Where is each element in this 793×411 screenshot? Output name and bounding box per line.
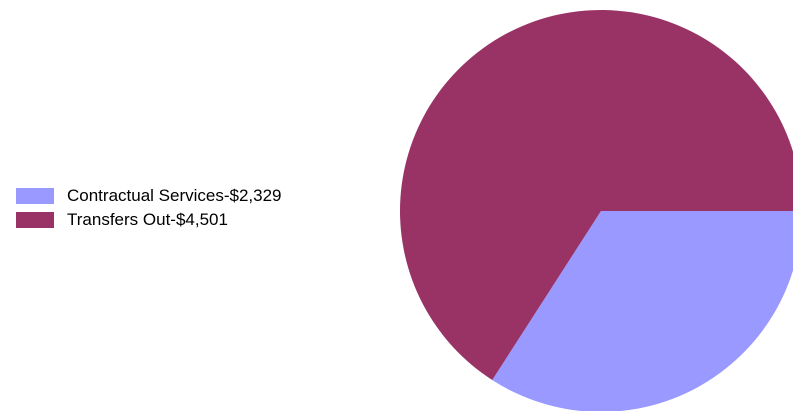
legend-swatch-contractual-services: [16, 188, 54, 204]
pie-slice-transfers-out: [400, 10, 793, 381]
chart-legend: Contractual Services-$2,329 Transfers Ou…: [16, 185, 282, 233]
pie-slice-contractual-services: [492, 211, 793, 411]
legend-label-contractual-services: Contractual Services-$2,329: [67, 186, 282, 205]
legend-item-contractual-services: Contractual Services-$2,329: [16, 185, 282, 207]
legend-label-transfers-out: Transfers Out-$4,501: [67, 210, 228, 229]
legend-swatch-transfers-out: [16, 212, 54, 228]
legend-item-transfers-out: Transfers Out-$4,501: [16, 209, 282, 231]
